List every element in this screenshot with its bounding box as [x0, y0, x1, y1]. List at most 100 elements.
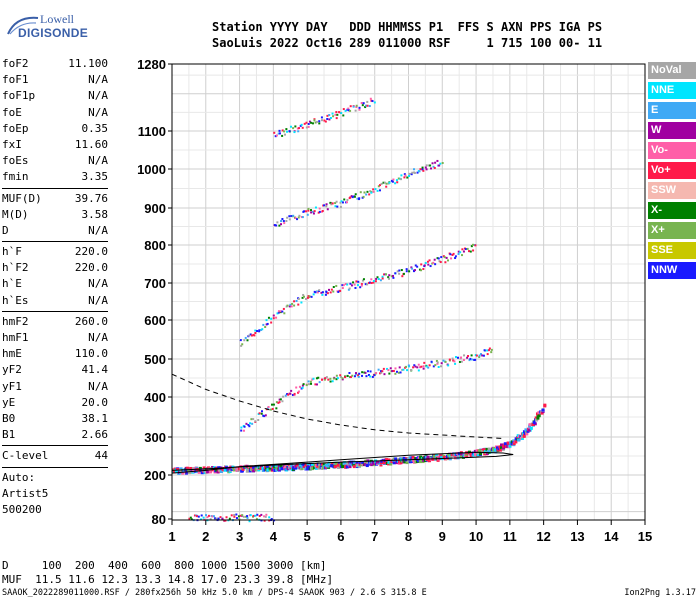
echo-point	[388, 181, 391, 184]
echo-point	[500, 443, 504, 447]
param-row: foEp 0.35	[2, 121, 108, 137]
echo-point	[270, 518, 273, 521]
echo-point	[313, 210, 316, 213]
echo-point	[264, 326, 267, 329]
param-name: hmF2	[2, 314, 29, 328]
echo-point	[419, 168, 422, 171]
echo-point	[485, 447, 489, 451]
echo-point	[190, 518, 193, 521]
echo-point	[329, 201, 332, 204]
echo-point	[357, 280, 360, 283]
echo-point	[307, 122, 310, 125]
echo-point	[363, 463, 367, 467]
echo-point	[364, 106, 367, 109]
echo-point	[392, 369, 395, 372]
echo-point	[479, 452, 483, 456]
param-row: yF2 41.4	[2, 362, 108, 378]
echo-point	[335, 111, 338, 114]
echo-point	[423, 264, 426, 267]
param-value: N/A	[88, 293, 108, 307]
echo-point	[421, 166, 424, 169]
echo-point	[173, 470, 177, 474]
echo-point	[223, 468, 227, 472]
echo-point	[437, 257, 440, 260]
echo-point	[302, 293, 305, 296]
echo-point	[482, 354, 485, 357]
echo-point	[461, 254, 464, 257]
echo-point	[214, 517, 217, 520]
param-value: N/A	[88, 223, 108, 237]
echo-point	[348, 287, 351, 290]
profile-curve	[171, 451, 514, 474]
echo-point	[400, 269, 403, 272]
echo-point	[205, 514, 208, 517]
param-value: 220.0	[74, 261, 108, 275]
echo-point	[298, 127, 301, 130]
echo-point	[268, 466, 272, 470]
echo-point	[414, 269, 417, 272]
y-tick-label: 200	[144, 468, 166, 483]
param-row: MUF(D) 39.76	[2, 191, 108, 207]
echo-point	[281, 129, 284, 132]
param-row: foF2 11.100	[2, 56, 108, 72]
echo-point	[283, 130, 286, 133]
echo-point	[312, 293, 315, 296]
echo-point	[452, 359, 455, 362]
echo-point	[360, 284, 363, 287]
param-name: foEp	[2, 121, 29, 135]
echo-point	[263, 515, 266, 518]
echo-point	[495, 446, 499, 450]
echo-point	[331, 112, 334, 115]
echo-point	[318, 122, 321, 125]
muf-curve	[171, 373, 504, 439]
echo-point	[283, 133, 286, 136]
echo-point	[197, 470, 201, 474]
echo-point	[347, 288, 350, 291]
echo-point	[252, 514, 255, 517]
echo-point	[371, 375, 374, 378]
echo-point	[361, 104, 364, 107]
artist-code: 500200	[2, 502, 42, 516]
echo-point	[454, 257, 457, 260]
echo-point	[311, 464, 315, 468]
echo-point	[390, 275, 393, 278]
echo-point	[469, 357, 472, 360]
param-row: D N/A	[2, 223, 108, 239]
echo-point	[321, 293, 324, 296]
echo-point	[307, 125, 310, 128]
echo-point	[399, 371, 402, 374]
echo-point	[332, 115, 335, 118]
echo-point	[288, 305, 291, 308]
header-block: Station YYYY DAY DDD HHMMSS P1 FFS S AXN…	[212, 19, 602, 51]
echo-point	[535, 418, 539, 422]
echo-point	[381, 275, 384, 278]
echo-point	[469, 250, 472, 253]
y-tick-label: 300	[144, 430, 166, 445]
echo-point	[425, 168, 428, 171]
echo-point	[215, 517, 218, 520]
echo-point	[227, 468, 231, 472]
echo-point	[308, 383, 311, 386]
echo-point	[470, 358, 473, 361]
echo-point	[336, 113, 339, 116]
echo-point	[316, 291, 319, 294]
echo-point	[405, 270, 408, 273]
echo-point	[358, 108, 361, 111]
echo-point	[310, 209, 313, 212]
echo-point	[349, 375, 352, 378]
echo-point	[304, 210, 307, 213]
echo-point	[295, 299, 298, 302]
legend-item: SSE	[648, 242, 696, 259]
echo-point	[343, 198, 346, 201]
echo-point	[501, 446, 505, 450]
echo-point	[344, 109, 347, 112]
echo-point	[344, 376, 347, 379]
echo-point	[314, 206, 317, 209]
echo-point	[362, 102, 365, 105]
legend-item: E	[648, 102, 696, 119]
echo-point	[215, 468, 219, 472]
echo-point	[364, 371, 367, 374]
echo-point	[411, 267, 414, 270]
legend-item: X+	[648, 222, 696, 239]
echo-point	[378, 189, 381, 192]
